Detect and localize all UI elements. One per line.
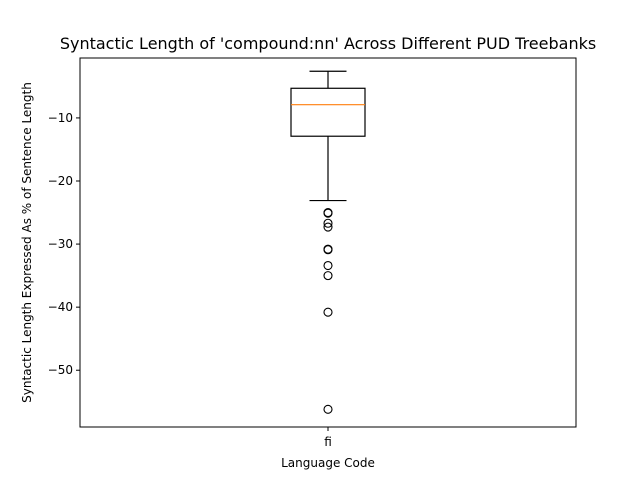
y-axis-label: Syntactic Length Expressed As % of Sente… (20, 82, 34, 403)
y-tick-label: −40 (48, 300, 73, 314)
x-tick-label: fi (324, 435, 332, 449)
plot-area (290, 70, 366, 414)
x-axis: fi (324, 427, 332, 449)
outlier-point (323, 245, 333, 255)
outlier-point (323, 271, 333, 281)
outlier-point (323, 222, 333, 232)
chart-title: Syntactic Length of 'compound:nn' Across… (60, 34, 596, 53)
outlier-point (323, 208, 333, 218)
iqr-box (290, 87, 366, 137)
y-tick-label: −30 (48, 237, 73, 251)
y-tick-label: −10 (48, 111, 73, 125)
outlier-point (323, 218, 333, 228)
y-axis: −10 −20 −30 −40 −50 (48, 111, 80, 377)
outlier-point (323, 307, 333, 317)
y-tick-label: −20 (48, 174, 73, 188)
y-tick-label: −50 (48, 363, 73, 377)
box-fi (290, 70, 366, 414)
axes-frame (79, 57, 577, 428)
outlier-point (323, 260, 333, 271)
outlier-point (323, 404, 333, 414)
x-axis-label: Language Code (281, 456, 375, 470)
